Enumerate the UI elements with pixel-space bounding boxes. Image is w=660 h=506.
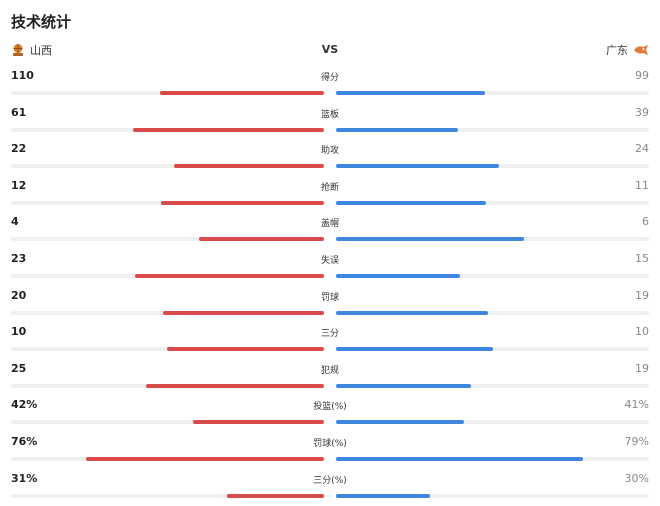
- stat-left-value: 61: [11, 105, 27, 119]
- stat-right-bar: [336, 383, 471, 388]
- stat-right-value: 19: [635, 288, 649, 302]
- stat-row: 110 得分 99: [0, 67, 660, 104]
- stat-right-bar: [336, 493, 430, 498]
- stat-label: 犯规: [320, 365, 339, 376]
- stat-row: 76% 罚球(%) 79%: [0, 433, 660, 470]
- stat-left-bar: [174, 164, 324, 169]
- stat-row: 61 篮板 39: [0, 104, 660, 141]
- stat-left-value: 10: [11, 325, 27, 339]
- stat-left-track: [11, 237, 324, 242]
- teams-header: 山西 VS 广东: [0, 42, 660, 60]
- stat-label: 得分: [320, 73, 339, 83]
- stat-right-value: 11: [635, 178, 649, 192]
- stat-right-value: 79%: [624, 434, 649, 448]
- stat-right-value: 24: [635, 142, 649, 156]
- stat-row: 23 失误 15: [0, 250, 660, 287]
- stat-left-bar: [167, 347, 324, 352]
- stat-left-bar: [160, 91, 324, 95]
- stat-left-bar: [199, 237, 324, 242]
- stat-right-bar: [336, 420, 464, 425]
- stat-right-bar: [336, 127, 458, 132]
- stat-left-value: 20: [11, 288, 27, 302]
- stat-label: 篮板: [320, 109, 339, 120]
- stat-right-value: 41%: [624, 398, 649, 412]
- stat-left-value: 76%: [11, 434, 38, 448]
- stat-left-value: 110: [11, 69, 34, 82]
- stat-left-track: [11, 493, 324, 498]
- stat-left-bar: [161, 200, 324, 205]
- stat-left-value: 22: [11, 142, 27, 156]
- stat-left-value: 31%: [11, 471, 38, 485]
- stat-right-value: 99: [635, 69, 649, 82]
- stat-right-bar: [336, 310, 488, 315]
- stat-left-bar: [146, 383, 324, 388]
- stat-label: 罚球(%): [313, 438, 347, 449]
- stat-left-bar: [135, 273, 324, 278]
- team-right[interactable]: 广东: [606, 42, 649, 58]
- stat-row: 42% 投篮(%) 41%: [0, 396, 660, 433]
- stat-right-value: 6: [642, 215, 649, 229]
- stat-label: 三分(%): [313, 475, 347, 486]
- shanxi-team-logo-icon: [13, 44, 23, 56]
- stat-row: 25 犯规 19: [0, 360, 660, 397]
- stat-right-value: 15: [635, 251, 649, 265]
- stat-right-track: [336, 493, 649, 498]
- team-right-name: 广东: [606, 44, 628, 57]
- stat-label: 抢断: [320, 182, 339, 193]
- stat-right-value: 39: [635, 105, 649, 119]
- stat-left-bar: [193, 420, 324, 425]
- stat-label: 投篮(%): [313, 402, 347, 413]
- stat-left-value: 42%: [11, 398, 38, 412]
- stat-right-value: 30%: [624, 471, 649, 485]
- stat-left-track: [11, 420, 324, 425]
- stat-label: 三分: [320, 329, 339, 340]
- stat-left-value: 4: [11, 215, 19, 229]
- stat-right-bar: [336, 164, 499, 169]
- stat-label: 失误: [320, 255, 339, 266]
- stat-left-bar: [227, 493, 324, 498]
- stat-right-bar: [336, 91, 485, 95]
- stat-label: 罚球: [320, 292, 339, 303]
- stat-right-bar: [336, 347, 493, 352]
- stat-row: 20 罚球 19: [0, 287, 660, 324]
- stat-left-bar: [163, 310, 324, 315]
- stat-row: 31% 三分(%) 30%: [0, 470, 660, 506]
- stat-left-bar: [133, 127, 324, 132]
- vs-label: VS: [321, 43, 339, 56]
- stat-right-bar: [336, 456, 583, 461]
- stat-left-value: 23: [11, 251, 27, 265]
- team-left-name: 山西: [30, 44, 52, 57]
- guangdong-team-logo-icon: [634, 45, 648, 55]
- stat-row: 10 三分 10: [0, 323, 660, 360]
- stat-right-track: [336, 383, 649, 388]
- stat-right-track: [336, 310, 649, 315]
- stat-row: 12 抢断 11: [0, 177, 660, 214]
- page-title: 技术统计: [11, 13, 72, 31]
- stat-right-track: [336, 127, 649, 132]
- stat-left-bar: [86, 456, 324, 461]
- stat-right-bar: [336, 237, 524, 242]
- stat-left-value: 12: [11, 178, 27, 192]
- stat-right-track: [336, 273, 649, 278]
- stats-list: 110 得分 99 61 篮板 39 22 助攻 24 12 抢断 11 4 盖帽 6 23 失误 15 20 罚球 1…: [0, 67, 660, 506]
- stat-right-bar: [336, 200, 486, 205]
- stat-label: 助攻: [320, 146, 339, 157]
- stat-label: 盖帽: [320, 219, 339, 230]
- stat-right-track: [336, 200, 649, 205]
- stat-left-track: [11, 164, 324, 169]
- stat-left-value: 25: [11, 361, 27, 375]
- stat-right-track: [336, 91, 649, 95]
- stat-right-track: [336, 420, 649, 425]
- stat-right-value: 10: [635, 325, 649, 339]
- stat-row: 22 助攻 24: [0, 140, 660, 177]
- stat-right-value: 19: [635, 361, 649, 375]
- stat-row: 4 盖帽 6: [0, 213, 660, 250]
- stat-right-bar: [336, 273, 460, 278]
- team-left[interactable]: 山西: [11, 42, 52, 58]
